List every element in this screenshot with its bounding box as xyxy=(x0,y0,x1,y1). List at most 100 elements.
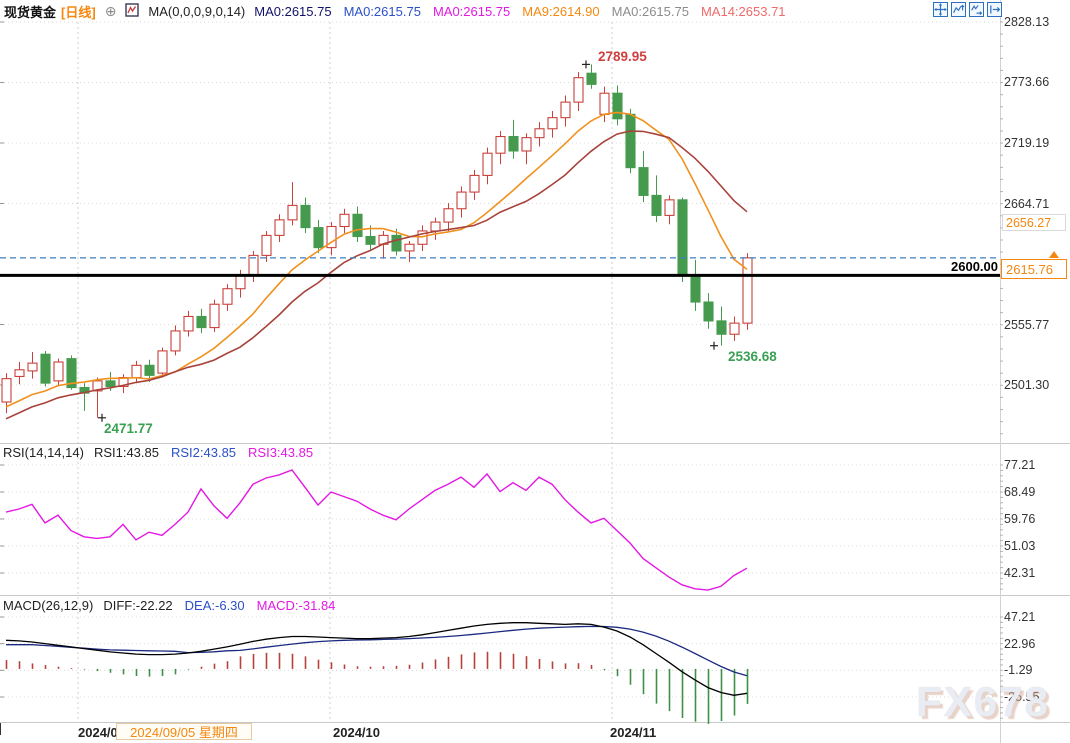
candle-body xyxy=(300,204,311,229)
indicator-chart-icon[interactable] xyxy=(125,2,140,20)
candle-body xyxy=(170,330,181,352)
time-tick-label: 2024/0 xyxy=(78,725,118,740)
time-tick-label: 2024/11 xyxy=(610,725,657,740)
candle-body xyxy=(352,213,363,238)
rsi-value-label: RSI3:43.85 xyxy=(248,445,314,460)
candle-body xyxy=(27,362,38,372)
rsi-tick-label: 42.31 xyxy=(1004,565,1036,580)
candle-body xyxy=(287,204,298,221)
ma-value-label: MA14:2653.71 xyxy=(700,3,786,19)
candle-body xyxy=(339,213,350,228)
rsi-tick-label: 77.21 xyxy=(1004,458,1036,472)
candle-body xyxy=(105,380,116,387)
ma14-line xyxy=(5,130,748,420)
macd-value-label: DEA:-6.30 xyxy=(184,598,245,613)
rsi-tick-label: 51.03 xyxy=(1004,539,1036,553)
macd-tick-label: 22.96 xyxy=(1004,636,1036,651)
macd-header: MACD(26,12,9) DIFF:-22.22 DEA:-6.30 MACD:-… xyxy=(3,598,335,613)
candle-body xyxy=(443,208,454,223)
candle-body xyxy=(430,221,441,232)
ma-value-label: MA0:2615.75 xyxy=(432,3,511,19)
chart-toolbar xyxy=(933,2,1002,17)
candle-body xyxy=(690,274,701,303)
candle-body xyxy=(573,77,584,103)
chart-header: 现货黄金 [日线] ⊕ MA(0,0,0,9,0,14) MA0:2615.75… xyxy=(4,2,786,20)
macd-tick-label: -25.55 xyxy=(1004,690,1040,704)
high-annotation: 2789.95 xyxy=(598,49,647,65)
candle-body xyxy=(53,361,64,382)
current-price-tag: 2615.76 xyxy=(1001,258,1067,279)
macd-value-label: DIFF:-22.22 xyxy=(103,598,173,613)
candle-body xyxy=(586,72,597,85)
candle-body xyxy=(625,113,636,169)
rsi-header: RSI(14,14,14) RSI1:43.85 RSI2:43.85 RSI3:4… xyxy=(3,445,313,460)
crosshair-date-tag: 2024/09/05 星期四 xyxy=(116,723,252,740)
crosshair-move-icon[interactable] xyxy=(933,2,948,17)
candle-body xyxy=(157,350,168,374)
candle-body xyxy=(14,369,25,377)
candle-body xyxy=(716,320,727,335)
candle-body xyxy=(1,378,12,403)
low-annotation: 2536.68 xyxy=(728,348,777,364)
macd-values: DIFF:-22.22 DEA:-6.30 MACD:-31.84 xyxy=(103,598,335,613)
candle-body xyxy=(534,128,545,139)
rsi-line xyxy=(5,469,748,591)
candle-body xyxy=(313,227,324,249)
ma-values: MA0:2615.75 MA0:2615.75 MA0:2615.75 MA9:261… xyxy=(254,4,785,19)
candle-body xyxy=(391,234,402,252)
ma-value-label: MA0:2615.75 xyxy=(254,3,332,19)
ma-value-label: MA0:2615.75 xyxy=(343,3,421,19)
macd-settings-label: MACD(26,12,9) xyxy=(3,598,94,613)
candle-body xyxy=(560,101,571,119)
rsi-settings-label: RSI(14,14,14) xyxy=(3,445,84,460)
exit-chart-icon[interactable] xyxy=(987,2,1002,17)
candle-body xyxy=(495,135,506,154)
price-arrow-icon xyxy=(1049,250,1059,258)
rsi-tick-label: 59.76 xyxy=(1004,511,1036,526)
candle-body xyxy=(417,230,428,245)
candle-body xyxy=(274,219,285,236)
candle-body xyxy=(326,225,337,249)
symbol-name: 现货黄金 xyxy=(4,4,57,20)
price-tick-label: 2828.13 xyxy=(1004,15,1050,29)
diff-line xyxy=(5,622,748,696)
candle-body xyxy=(40,353,51,384)
candle-body xyxy=(144,364,155,376)
candle-body xyxy=(92,380,103,392)
price-tick-label: 2773.66 xyxy=(1004,75,1050,90)
candle-body xyxy=(66,358,77,389)
candle-body xyxy=(196,315,207,329)
rsi-tick-label: 68.49 xyxy=(1004,484,1036,499)
price-tick-label: 2555.77 xyxy=(1004,317,1050,332)
macd-tick-label: 47.21 xyxy=(1004,610,1036,624)
level-label-2656: 2656.27 xyxy=(1002,213,1066,231)
candle-body xyxy=(664,199,675,216)
dea-line xyxy=(6,625,748,677)
time-tick-label: 2024/10 xyxy=(333,725,380,740)
candle-body xyxy=(131,364,142,379)
candle-body xyxy=(365,235,376,245)
compare-icon[interactable]: ⊕ xyxy=(104,3,117,19)
candle-body xyxy=(521,137,532,152)
pan-chart-icon[interactable] xyxy=(969,2,984,17)
zoom-chart-icon[interactable] xyxy=(951,2,966,17)
candle-body xyxy=(235,274,246,290)
ma-value-label: MA9:2614.90 xyxy=(522,3,600,19)
rsi-value-label: RSI1:43.85 xyxy=(93,445,159,460)
rsi-values: RSI1:43.85 RSI2:43.85 RSI3:43.85 xyxy=(94,445,313,460)
macd-tick-label: -1.29 xyxy=(1004,663,1033,678)
candle-body xyxy=(508,135,519,152)
candle-body xyxy=(612,92,623,120)
candle-body xyxy=(703,301,714,322)
candle-body xyxy=(729,322,740,335)
candle-body xyxy=(404,243,415,252)
candle-body xyxy=(651,194,662,216)
rsi-value-label: RSI2:43.85 xyxy=(170,445,237,460)
candle-body xyxy=(482,152,493,176)
candle-body xyxy=(183,315,194,332)
candle-body xyxy=(742,257,753,324)
candle-body xyxy=(677,199,688,276)
ma9-line xyxy=(5,111,748,408)
